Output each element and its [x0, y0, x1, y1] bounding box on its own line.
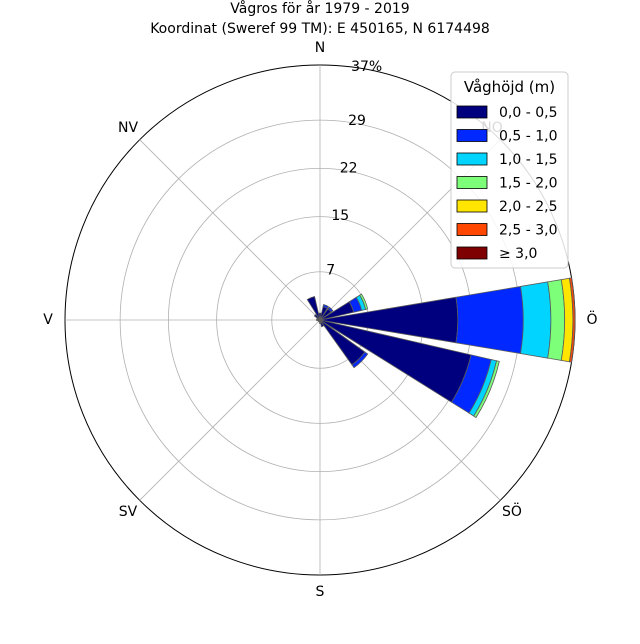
direction-label-sö: SÖ [502, 502, 522, 520]
legend-entry-label: 0,0 - 0,5 [499, 105, 557, 121]
bar-segment [313, 313, 321, 321]
legend-title: Våghöjd (m) [464, 78, 555, 96]
bar-segment [455, 285, 524, 355]
bar-segment [569, 277, 576, 363]
legend-entry-label: 0,5 - 1,0 [499, 129, 557, 145]
chart-title: Vågros för år 1979 - 2019 [230, 0, 409, 17]
legend-entry-label: ≥ 3,0 [499, 246, 537, 262]
radial-tick-label: 29 [348, 113, 366, 129]
grid-spoke [139, 319, 321, 501]
direction-label-n: N [315, 40, 325, 56]
bar-segment [327, 306, 334, 313]
direction-label-nv: NV [118, 120, 138, 136]
direction-label-v: V [43, 312, 53, 328]
legend-entry-label: 1,0 - 1,5 [499, 152, 557, 168]
bar-segment [322, 304, 329, 309]
bar-segment [319, 319, 325, 328]
radial-tick-label: 22 [340, 161, 358, 177]
legend-entry-label: 1,5 - 2,0 [499, 176, 557, 192]
legend-swatch [456, 129, 488, 142]
radial-tick-label: 7 [326, 263, 335, 279]
legend-swatch [456, 152, 488, 166]
direction-label-s: S [316, 584, 325, 600]
bar-segment [520, 281, 552, 359]
bar-segment [306, 296, 321, 321]
legend-entry-label: 2,0 - 2,5 [499, 199, 557, 215]
legend: Våghöjd (m) 0,0 - 0,5 0,5 - 1,0 1,0 - 1,5 1,… [450, 71, 569, 269]
bar-segment [473, 360, 500, 419]
legend-swatch [456, 105, 488, 119]
bar-segment [318, 312, 322, 321]
radial-tick-label: 37% [351, 59, 382, 75]
bars-layer [306, 277, 576, 419]
direction-label-sv: SV [119, 504, 138, 520]
bar-segment [359, 293, 369, 310]
legend-swatch [456, 199, 488, 213]
legend-entry-label: 2,5 - 3,0 [499, 223, 557, 239]
grid-spoke [139, 139, 321, 321]
direction-label-ö: Ö [586, 310, 597, 328]
bar-segment [351, 351, 369, 369]
legend-swatch [456, 176, 488, 189]
radial-tick-label: 15 [331, 208, 349, 224]
legend-swatch [456, 223, 488, 236]
legend-swatch [456, 246, 488, 260]
legend-box [450, 71, 569, 269]
chart-subtitle: Koordinat (Sweref 99 TM): E 450165, N 61… [150, 21, 490, 37]
